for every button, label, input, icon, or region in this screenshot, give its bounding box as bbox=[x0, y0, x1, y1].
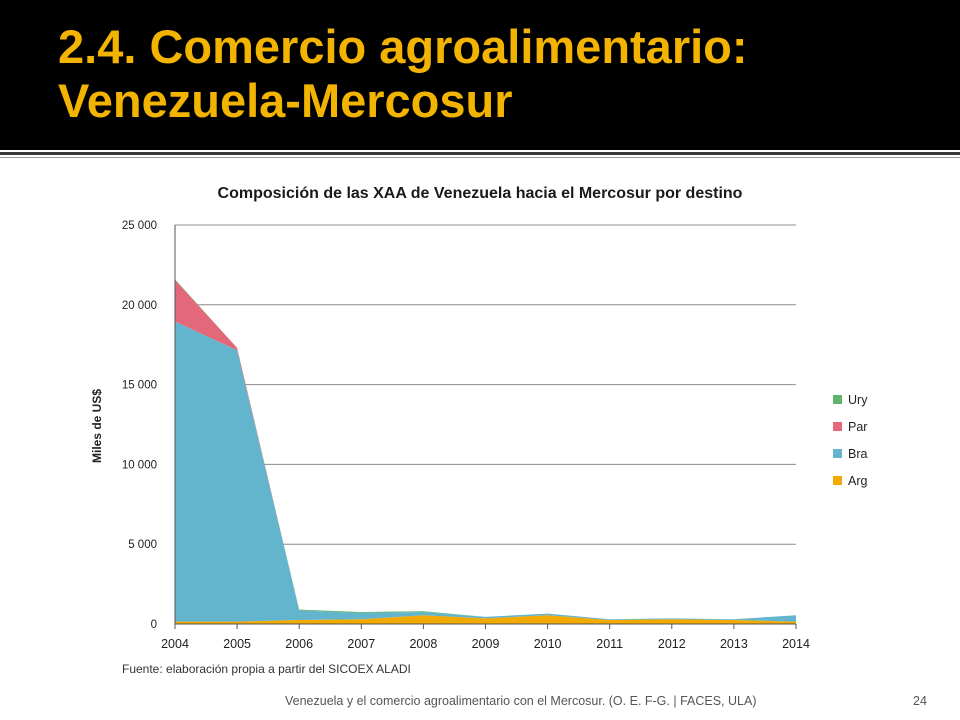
source-note: Fuente: elaboración propia a partir del … bbox=[122, 662, 411, 676]
y-tick-label: 15 000 bbox=[122, 380, 157, 392]
y-tick-label: 5 000 bbox=[128, 539, 157, 551]
page-number: 24 bbox=[913, 694, 927, 708]
y-tick-label: 0 bbox=[151, 619, 157, 631]
x-tick-label: 2012 bbox=[658, 637, 686, 651]
title-rule-thin bbox=[0, 157, 960, 158]
y-tick-label: 25 000 bbox=[122, 220, 157, 232]
x-tick-label: 2005 bbox=[223, 637, 251, 651]
area-series-arg bbox=[175, 615, 796, 624]
title-bar: 2.4. Comercio agroalimentario: Venezuela… bbox=[0, 0, 960, 150]
legend-swatch bbox=[833, 395, 842, 404]
legend-item-bra: Bra bbox=[833, 440, 867, 467]
x-tick-label: 2008 bbox=[409, 637, 437, 651]
legend-swatch bbox=[833, 476, 842, 485]
y-tick-label: 10 000 bbox=[122, 459, 157, 471]
legend-label: Par bbox=[848, 419, 868, 434]
legend-label: Arg bbox=[848, 473, 868, 488]
chart-legend: Ury Par Bra Arg bbox=[833, 386, 867, 494]
x-tick-label: 2006 bbox=[285, 637, 313, 651]
slide-title: 2.4. Comercio agroalimentario: Venezuela… bbox=[58, 20, 748, 127]
area-series-bra bbox=[175, 321, 796, 622]
chart-title: Composición de las XAA de Venezuela haci… bbox=[217, 185, 743, 202]
legend-label: Bra bbox=[848, 446, 868, 461]
legend-label: Ury bbox=[848, 392, 868, 407]
y-axis-label: Miles de US$ bbox=[90, 389, 104, 463]
legend-swatch bbox=[833, 449, 842, 458]
x-tick-label: 2004 bbox=[161, 637, 189, 651]
x-tick-label: 2009 bbox=[472, 637, 500, 651]
x-tick-label: 2011 bbox=[596, 637, 623, 651]
legend-item-par: Par bbox=[833, 413, 867, 440]
y-tick-label: 20 000 bbox=[122, 300, 157, 312]
x-tick-label: 2007 bbox=[347, 637, 375, 651]
x-tick-label: 2013 bbox=[720, 637, 748, 651]
x-tick-label: 2010 bbox=[534, 637, 562, 651]
legend-item-arg: Arg bbox=[833, 467, 867, 494]
slide-footer: Venezuela y el comercio agroalimentario … bbox=[285, 694, 757, 708]
legend-swatch bbox=[833, 422, 842, 431]
x-tick-label: 2014 bbox=[782, 637, 810, 651]
legend-item-ury: Ury bbox=[833, 386, 867, 413]
title-rule bbox=[0, 152, 960, 155]
